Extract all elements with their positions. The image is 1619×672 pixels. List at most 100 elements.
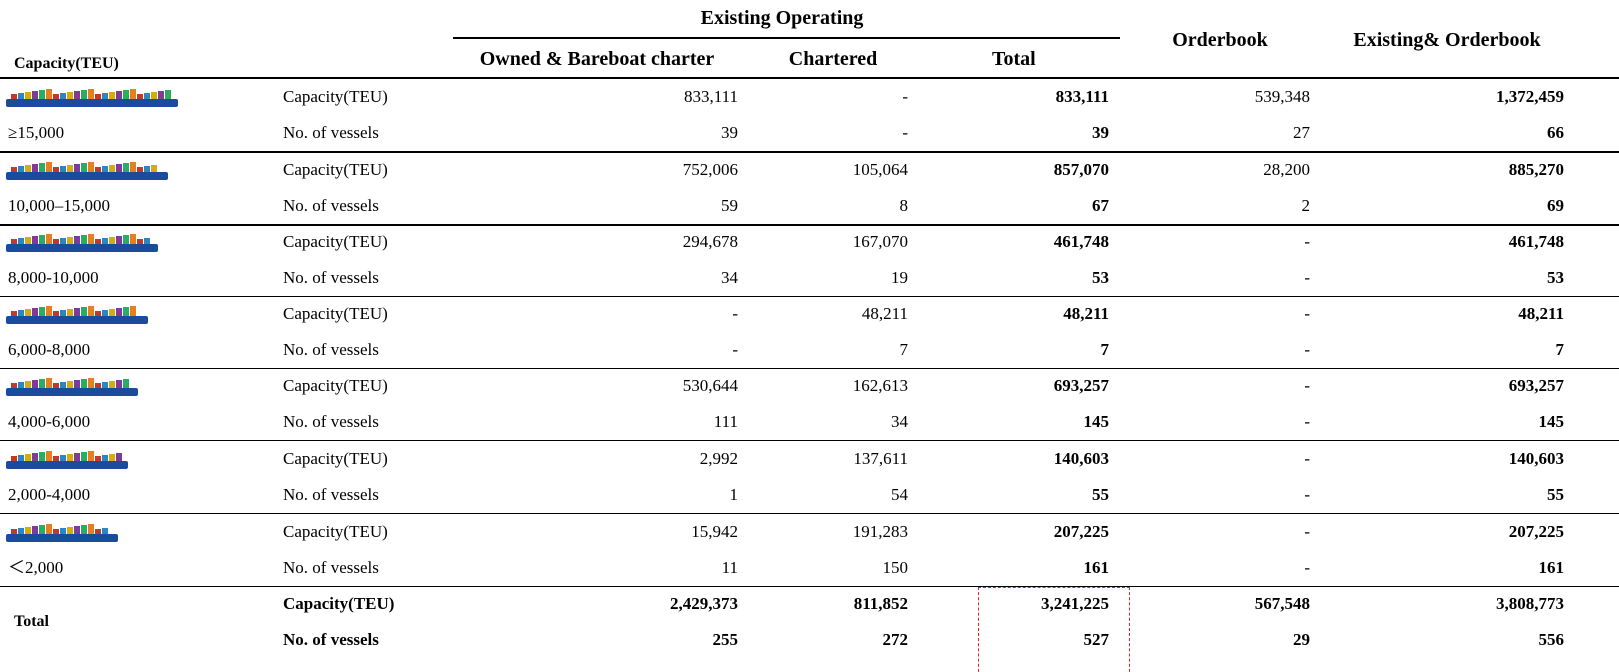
cell-value: 27 — [1293, 123, 1310, 143]
cell-value: 3,241,225 — [1041, 594, 1109, 614]
row-label: No. of vessels — [283, 340, 379, 360]
cell-value: 7 — [900, 340, 909, 360]
cell-value: 150 — [883, 558, 909, 578]
cell-value: - — [902, 87, 908, 107]
header-existing: Existing Operating — [701, 8, 864, 28]
cell-value: 556 — [1539, 630, 1565, 650]
header-total: Total — [992, 49, 1036, 69]
ship-icon — [6, 449, 128, 471]
cell-value: 111 — [714, 412, 738, 432]
cell-value: 857,070 — [1054, 160, 1109, 180]
size-range: 4,000-6,000 — [8, 412, 90, 432]
cell-value: 48,211 — [1063, 304, 1109, 324]
group-rule — [0, 224, 1619, 226]
cell-value: 11 — [722, 558, 738, 578]
group-rule — [0, 513, 1619, 514]
cell-value: 2,429,373 — [670, 594, 738, 614]
cell-value: 811,852 — [854, 594, 908, 614]
cell-value: 8 — [900, 196, 909, 216]
cell-value: - — [732, 340, 738, 360]
size-range: 10,000–15,000 — [8, 196, 110, 216]
row-label: Capacity(TEU) — [283, 232, 388, 252]
cell-value: 39 — [721, 123, 738, 143]
cell-value: 272 — [883, 630, 909, 650]
cell-value: 885,270 — [1509, 160, 1564, 180]
cell-value: - — [1304, 412, 1310, 432]
row-label: No. of vessels — [283, 196, 379, 216]
row-label: No. of vessels — [283, 412, 379, 432]
cell-value: 255 — [713, 630, 739, 650]
cell-value: 2 — [1302, 196, 1311, 216]
group-rule — [0, 368, 1619, 369]
row-label: Capacity(TEU) — [283, 160, 388, 180]
cell-value: 1,372,459 — [1496, 87, 1564, 107]
cell-value: 34 — [891, 412, 908, 432]
size-range: 8,000-10,000 — [8, 268, 99, 288]
group-rule — [0, 440, 1619, 441]
header-chartered: Chartered — [789, 49, 878, 69]
cell-value: - — [1304, 522, 1310, 542]
row-label: No. of vessels — [283, 630, 379, 650]
size-range: 6,000-8,000 — [8, 340, 90, 360]
cell-value: 752,006 — [683, 160, 738, 180]
cell-value: 140,603 — [1509, 449, 1564, 469]
cell-value: 54 — [891, 485, 908, 505]
cell-value: 59 — [721, 196, 738, 216]
cell-value: 53 — [1092, 268, 1109, 288]
header-combined: Existing& Orderbook — [1353, 30, 1540, 50]
row-label: Capacity(TEU) — [283, 87, 388, 107]
row-label: No. of vessels — [283, 268, 379, 288]
cell-value: 461,748 — [1054, 232, 1109, 252]
cell-value: 34 — [721, 268, 738, 288]
cell-value: - — [1304, 485, 1310, 505]
cell-value: 294,678 — [683, 232, 738, 252]
cell-value: 3,808,773 — [1496, 594, 1564, 614]
group-rule — [0, 151, 1619, 153]
cell-value: 53 — [1547, 268, 1564, 288]
ship-icon — [6, 160, 168, 182]
cell-value: 161 — [1539, 558, 1565, 578]
ship-icon — [6, 522, 118, 544]
cell-value: - — [1304, 449, 1310, 469]
cell-value: 137,611 — [853, 449, 908, 469]
row-label: No. of vessels — [283, 485, 379, 505]
row-label: Capacity(TEU) — [283, 376, 388, 396]
row-label: No. of vessels — [283, 558, 379, 578]
cell-value: 461,748 — [1509, 232, 1564, 252]
cell-value: - — [1304, 376, 1310, 396]
row-label: Capacity(TEU) — [283, 522, 388, 542]
ship-icon — [6, 376, 138, 398]
cell-value: 48,211 — [1518, 304, 1564, 324]
cell-value: 67 — [1092, 196, 1109, 216]
ship-icon — [6, 304, 148, 326]
cell-value: 145 — [1539, 412, 1565, 432]
header-rule — [453, 37, 1120, 39]
row-label: Capacity(TEU) — [283, 449, 388, 469]
cell-value: 39 — [1092, 123, 1109, 143]
cell-value: 161 — [1084, 558, 1110, 578]
size-range: ≥15,000 — [8, 123, 64, 143]
cell-value: 105,064 — [853, 160, 908, 180]
cell-value: 15,942 — [691, 522, 738, 542]
cell-value: 567,548 — [1255, 594, 1310, 614]
cell-value: 527 — [1084, 630, 1110, 650]
row-label: Capacity(TEU) — [283, 304, 388, 324]
ship-icon — [6, 87, 178, 109]
cell-value: 29 — [1293, 630, 1310, 650]
cell-value: 140,603 — [1054, 449, 1109, 469]
row-label: Capacity(TEU) — [283, 594, 394, 614]
group-rule — [0, 586, 1619, 587]
cell-value: 55 — [1547, 485, 1564, 505]
header-capacity: Capacity(TEU) — [14, 54, 119, 74]
cell-value: 19 — [891, 268, 908, 288]
cell-value: 7 — [1556, 340, 1565, 360]
cell-value: - — [902, 123, 908, 143]
cell-value: - — [1304, 232, 1310, 252]
cell-value: 693,257 — [1054, 376, 1109, 396]
cell-value: 55 — [1092, 485, 1109, 505]
cell-value: 48,211 — [862, 304, 908, 324]
header-orderbook: Orderbook — [1172, 30, 1268, 50]
cell-value: 2,992 — [700, 449, 738, 469]
cell-value: 28,200 — [1263, 160, 1310, 180]
cell-value: 66 — [1547, 123, 1564, 143]
